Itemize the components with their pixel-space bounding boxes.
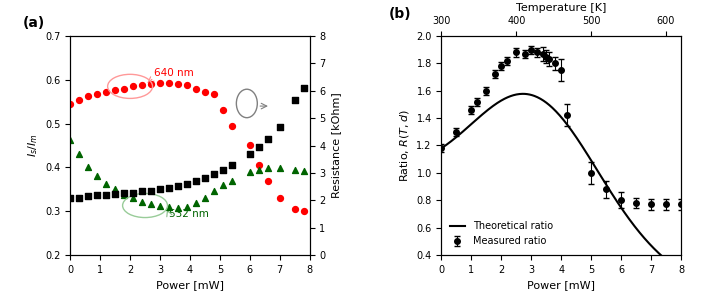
Point [262, 166, 273, 171]
Point [289, 98, 300, 103]
Point [110, 192, 121, 197]
Point [298, 209, 310, 214]
Point [274, 166, 286, 171]
Point [136, 189, 147, 194]
Point [199, 90, 211, 94]
Theoretical ratio [612, 198, 621, 202]
Point [74, 97, 85, 102]
Theoretical ratio [437, 146, 446, 150]
Theoretical ratio [519, 92, 527, 96]
Point [253, 167, 265, 172]
Text: (b): (b) [389, 8, 411, 22]
X-axis label: Temperature [K]: Temperature [K] [516, 3, 607, 13]
Point [244, 151, 256, 156]
Y-axis label: $I_s / I_m$: $I_s / I_m$ [26, 134, 39, 157]
Point [218, 168, 229, 172]
Text: (a): (a) [22, 16, 44, 30]
Theoretical ratio [677, 269, 685, 273]
Point [298, 85, 310, 90]
Point [173, 184, 184, 188]
Point [253, 163, 265, 168]
Point [262, 136, 273, 141]
Point [208, 172, 220, 177]
Theoretical ratio [611, 196, 619, 200]
Point [110, 187, 121, 192]
Point [128, 196, 139, 200]
Point [100, 192, 112, 197]
Point [190, 87, 201, 92]
Point [136, 83, 147, 88]
Point [181, 182, 192, 186]
Point [190, 201, 201, 206]
Point [74, 195, 85, 200]
Point [199, 196, 211, 200]
Point [128, 190, 139, 195]
X-axis label: Power [mW]: Power [mW] [156, 280, 224, 290]
Point [164, 204, 175, 209]
Point [145, 202, 157, 207]
Point [298, 169, 310, 173]
Point [164, 81, 175, 86]
Point [208, 92, 220, 96]
Theoretical ratio [588, 161, 597, 165]
Point [91, 174, 102, 178]
Point [145, 82, 157, 87]
Point [218, 108, 229, 113]
Point [253, 145, 265, 149]
Point [119, 192, 130, 197]
Theoretical ratio [533, 95, 541, 99]
Point [154, 203, 166, 208]
Point [110, 88, 121, 92]
Point [91, 92, 102, 96]
Point [199, 176, 211, 180]
Point [226, 178, 237, 183]
Point [226, 123, 237, 128]
Point [181, 83, 192, 88]
Point [128, 84, 139, 89]
Y-axis label: Resistance [kOhm]: Resistance [kOhm] [331, 93, 341, 198]
Point [100, 90, 112, 94]
Point [289, 168, 300, 173]
Line: Theoretical ratio: Theoretical ratio [442, 94, 681, 271]
Point [100, 182, 112, 186]
Point [65, 101, 76, 106]
Text: 640 nm: 640 nm [154, 68, 194, 78]
Point [244, 169, 256, 174]
Point [181, 204, 192, 209]
Point [173, 205, 184, 210]
Point [74, 152, 85, 157]
Point [65, 195, 76, 200]
Y-axis label: Ratio, $R(T,d)$: Ratio, $R(T,d)$ [398, 109, 411, 182]
Point [289, 207, 300, 212]
Point [208, 189, 220, 194]
Point [119, 191, 130, 196]
Point [164, 185, 175, 190]
Point [173, 82, 184, 87]
Theoretical ratio [515, 92, 524, 96]
Theoretical ratio [466, 123, 475, 127]
Point [83, 94, 94, 99]
Point [65, 138, 76, 142]
Point [136, 199, 147, 204]
Point [218, 182, 229, 187]
Point [154, 81, 166, 86]
Point [274, 196, 286, 200]
Legend: Theoretical ratio, Measured ratio: Theoretical ratio, Measured ratio [446, 218, 557, 250]
Point [244, 143, 256, 148]
Text: 532 nm: 532 nm [169, 209, 209, 219]
Point [91, 193, 102, 198]
Point [226, 163, 237, 168]
Point [274, 124, 286, 129]
Point [262, 178, 273, 183]
X-axis label: Power [mW]: Power [mW] [527, 280, 595, 290]
Point [145, 188, 157, 193]
Point [119, 86, 130, 91]
Point [83, 194, 94, 199]
Point [190, 179, 201, 184]
Point [83, 165, 94, 170]
Point [154, 187, 166, 192]
